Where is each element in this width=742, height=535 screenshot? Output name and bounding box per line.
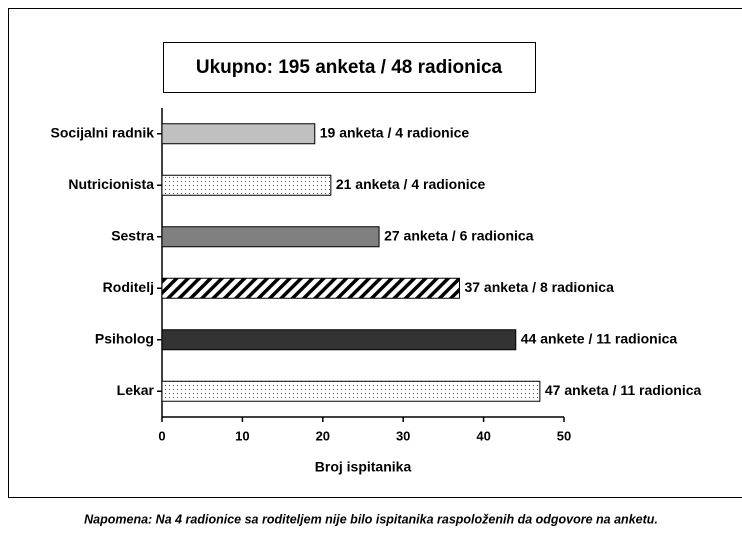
y-tick-label: Sestra (111, 227, 154, 243)
y-tick-label: Roditelj (103, 279, 154, 295)
data-label: 21 anketa / 4 radionice (336, 176, 486, 192)
chart-title: Ukupno: 195 anketa / 48 radionica (196, 57, 503, 78)
x-axis-label: Broj ispitanika (315, 459, 412, 475)
x-tick-label: 30 (396, 428, 410, 443)
bar (161, 123, 316, 145)
x-tick-label: 40 (476, 428, 490, 443)
data-label: 44 ankete / 11 radionica (521, 330, 678, 346)
y-tick-label: Lekar (117, 382, 155, 398)
data-label: 19 anketa / 4 radionice (320, 124, 470, 140)
data-label: 47 anketa / 11 radionica (545, 382, 702, 398)
bar (161, 226, 380, 248)
data-label: 37 anketa / 8 radionica (464, 279, 614, 295)
bar (161, 329, 517, 351)
y-tick-label: Psiholog (95, 330, 154, 346)
bar (161, 380, 541, 402)
bar (161, 277, 460, 299)
data-label: 27 anketa / 6 radionica (384, 227, 534, 243)
frame (8, 8, 742, 498)
note: Napomena: Na 4 radionice sa roditeljem n… (84, 512, 658, 526)
x-tick-label: 50 (557, 428, 571, 443)
x-tick-label: 10 (235, 428, 249, 443)
x-tick-label: 0 (158, 428, 165, 443)
title-box (163, 42, 536, 93)
bar (161, 174, 332, 196)
x-tick-label: 20 (316, 428, 330, 443)
y-tick-label: Nutricionista (68, 176, 154, 192)
y-tick-label: Socijalni radnik (51, 124, 155, 140)
